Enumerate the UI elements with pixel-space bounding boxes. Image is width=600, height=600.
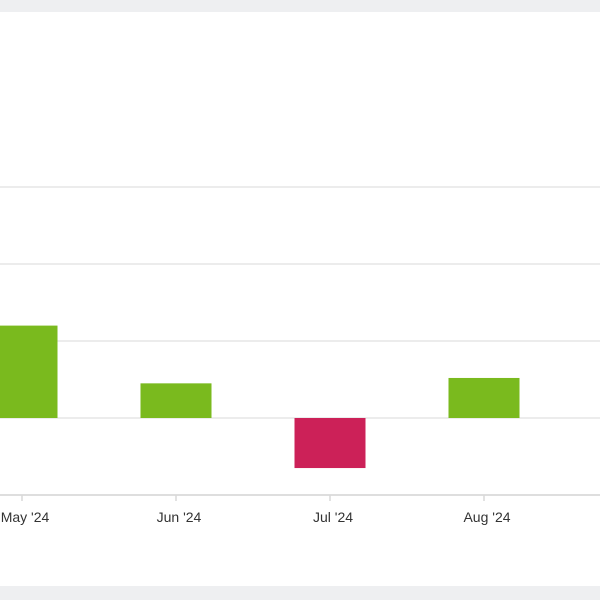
bar-3[interactable] [448,377,520,418]
bar-2[interactable] [294,418,366,469]
x-tick-label: Jun '24 [157,509,202,525]
bar-1[interactable] [140,383,212,418]
bar-0[interactable] [0,325,58,418]
x-axis: May '24 Jun '24 Jul '24 Aug '24 [0,494,600,525]
x-tick-label: May '24 [1,509,50,525]
x-tick-label: Jul '24 [313,509,353,525]
bars [0,325,520,469]
x-tick-label: Aug '24 [463,509,510,525]
chart-panel [0,12,600,586]
